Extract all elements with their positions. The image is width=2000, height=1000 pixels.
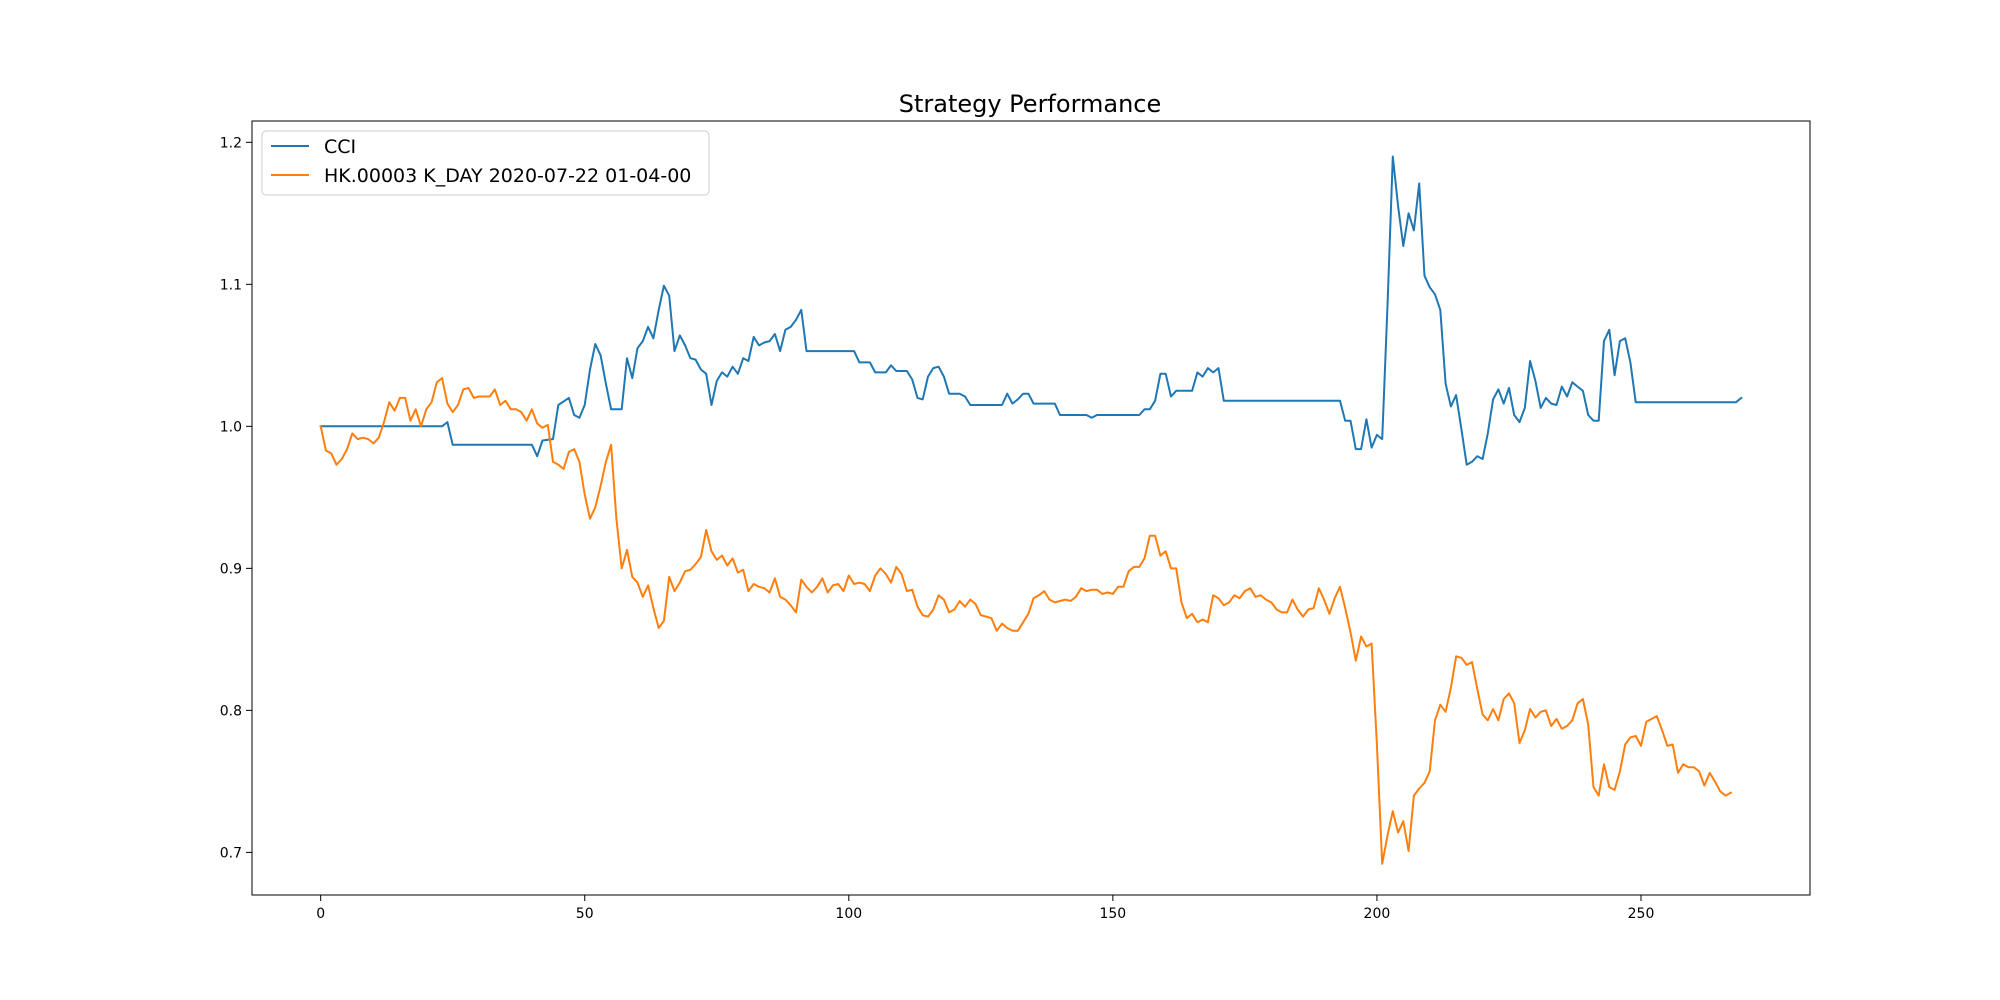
legend-label-hk00003: HK.00003 K_DAY 2020-07-22 01-04-00 — [324, 165, 691, 187]
series-line-cci — [319, 155, 1743, 466]
legend-label-cci: CCI — [324, 136, 356, 158]
x-tick-label: 50 — [576, 906, 594, 922]
y-tick-label: 1.1 — [220, 277, 242, 293]
plot-area — [252, 121, 1810, 895]
series-line-hk00003 — [319, 377, 1733, 865]
x-tick-label: 200 — [1364, 906, 1391, 922]
y-tick-label: 1.2 — [220, 135, 242, 151]
legend-box — [261, 130, 710, 196]
y-tick-label: 1.0 — [220, 419, 242, 435]
chart-title: Strategy Performance — [899, 90, 1162, 118]
y-tick-label: 0.9 — [220, 561, 242, 577]
legend: CCI HK.00003 K_DAY 2020-07-22 01-04-00 — [261, 130, 710, 196]
x-tick-label: 250 — [1628, 906, 1655, 922]
x-tick-label: 150 — [1099, 906, 1126, 922]
series-lines — [319, 155, 1743, 865]
x-tick-label: 0 — [316, 906, 325, 922]
x-tick-label: 100 — [835, 906, 862, 922]
y-tick-label: 0.7 — [220, 845, 242, 861]
plot-background — [252, 121, 1810, 895]
axis-ticks: 0 50 100 150 200 250 0.7 0.8 0.9 1.0 1.1 1.2 — [220, 135, 1655, 922]
plot-frame — [251, 120, 1811, 896]
y-tick-label: 0.8 — [220, 703, 242, 719]
